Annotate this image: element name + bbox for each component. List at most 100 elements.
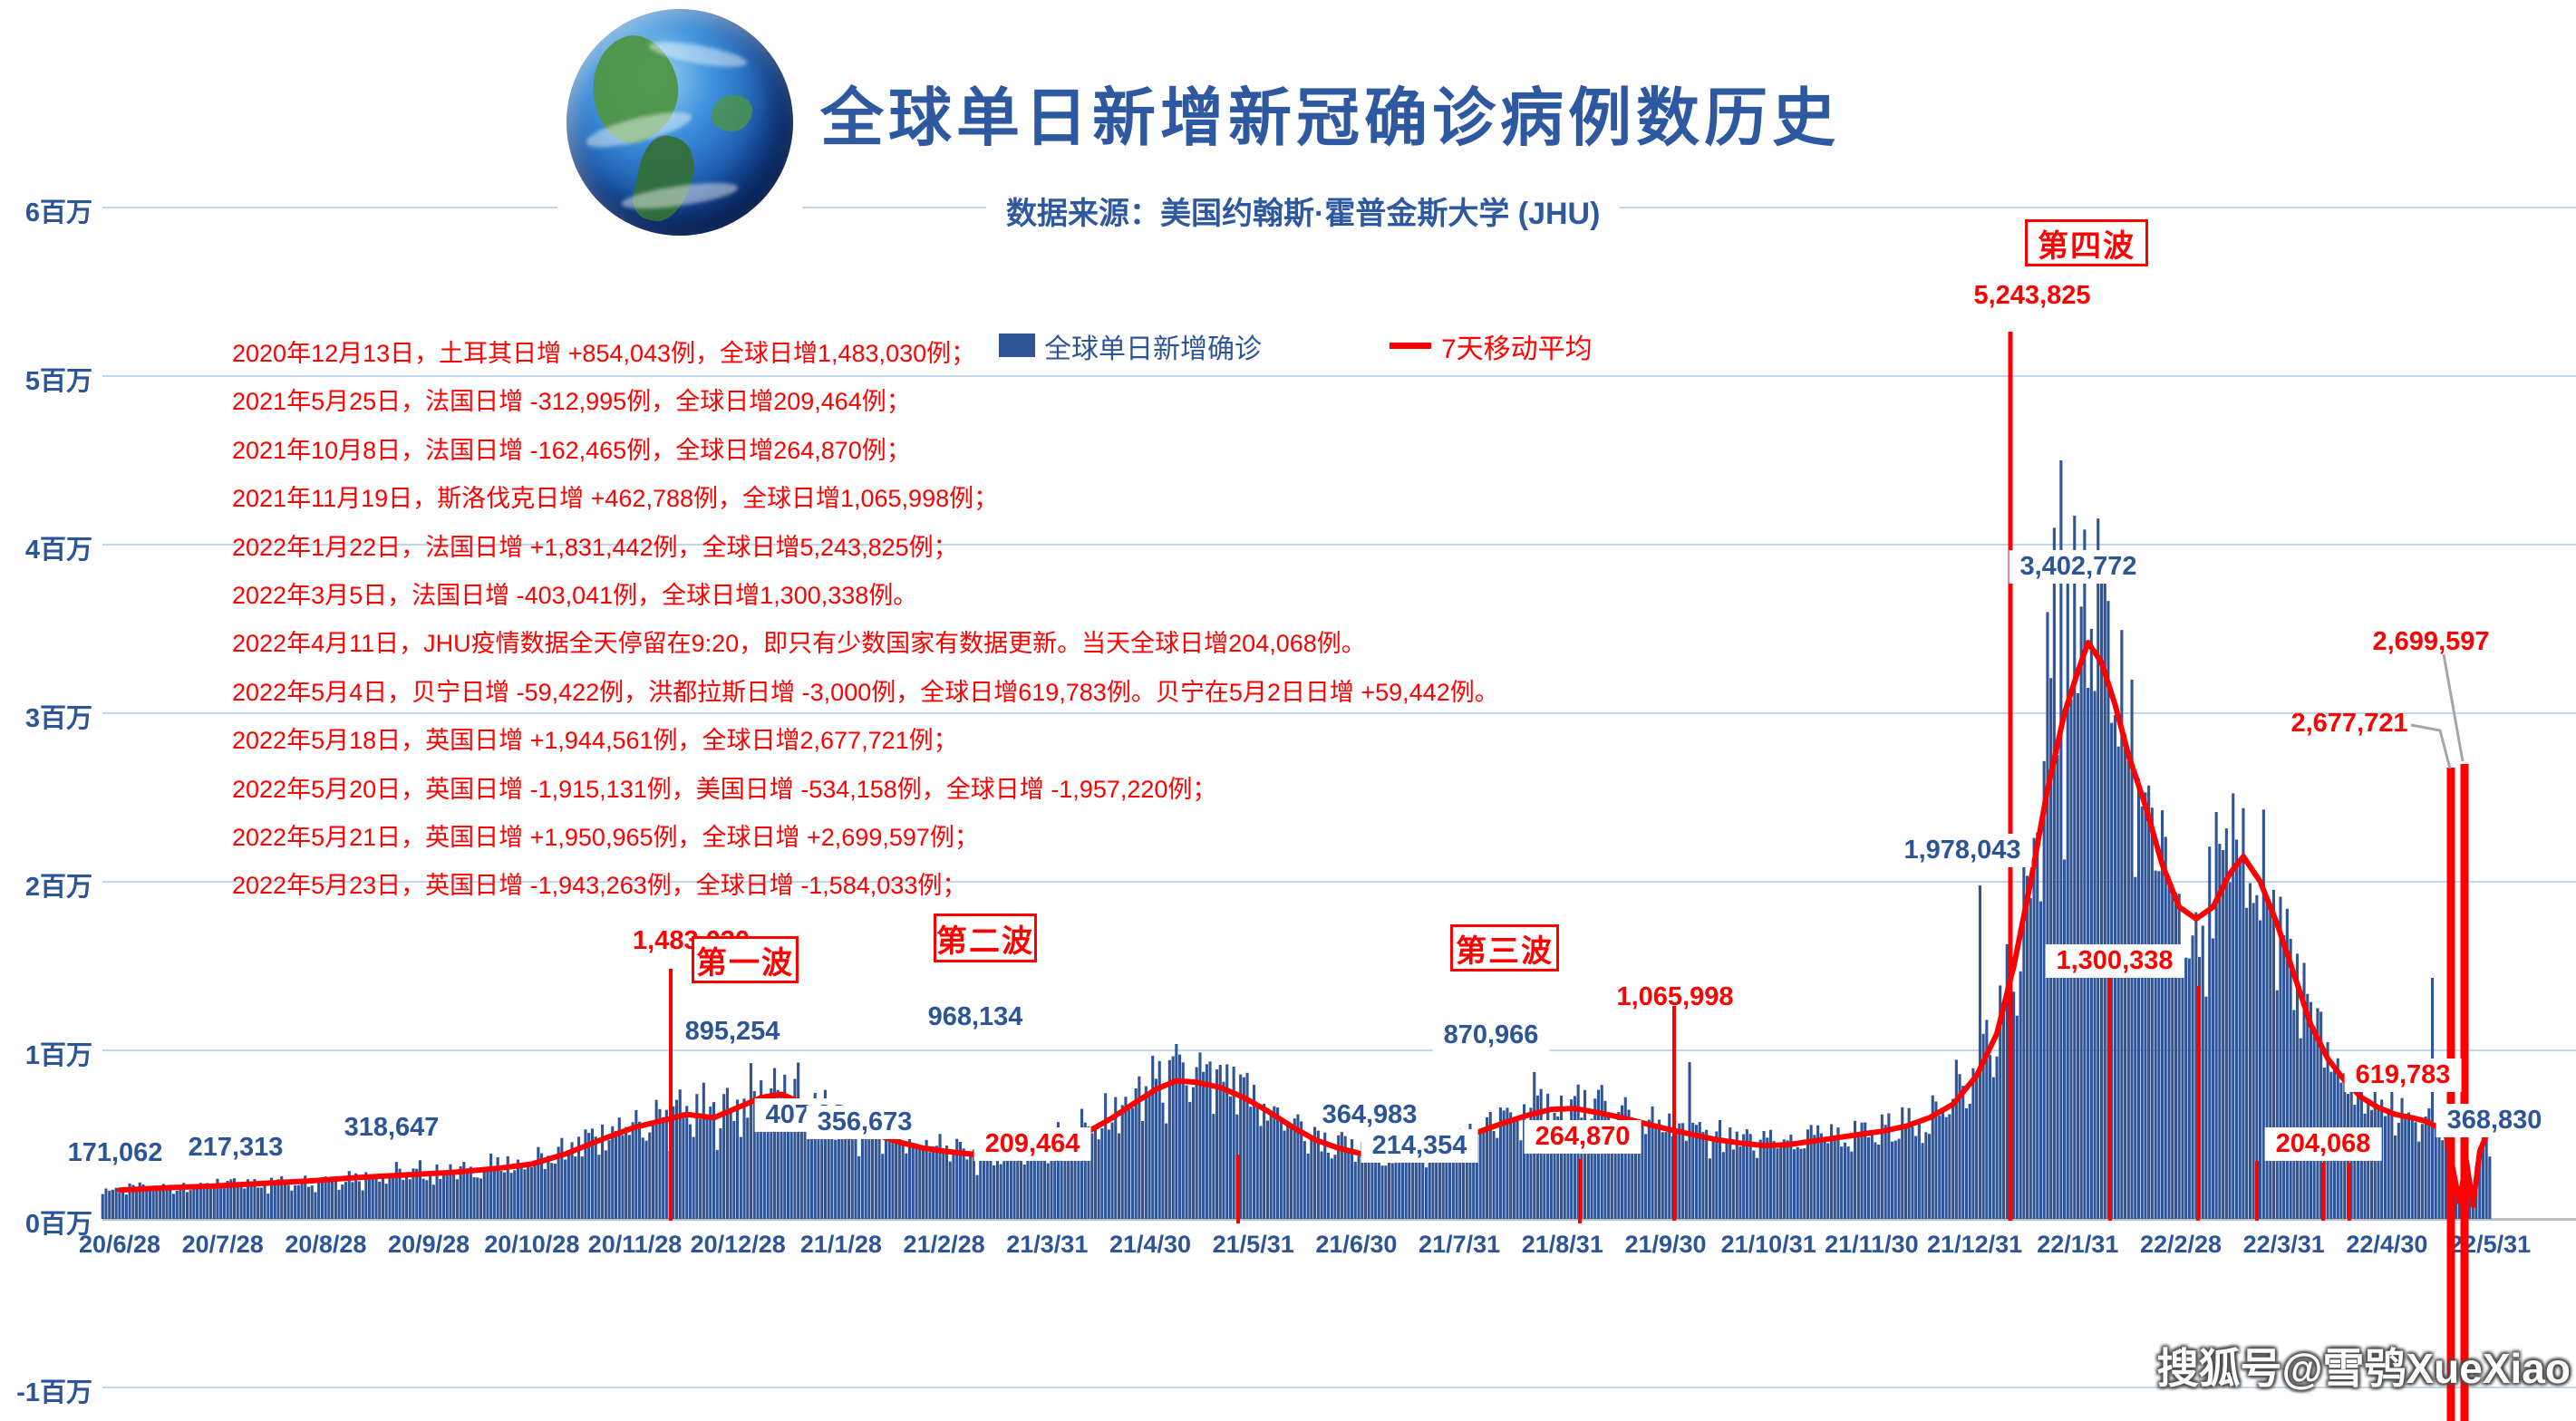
x-tick-label: 21/3/31 (1006, 1231, 1089, 1258)
red-spike (2008, 332, 2013, 1221)
wave-label-box: 第三波 (1450, 924, 1559, 972)
x-tick-label: 21/10/31 (1720, 1231, 1816, 1258)
x-tick-label: 20/11/28 (587, 1231, 683, 1258)
x-tick-label: 21/1/28 (799, 1231, 882, 1258)
value-label: 217,313 (188, 1133, 284, 1162)
x-tick-label: 21/2/28 (903, 1231, 985, 1258)
value-label: 1,300,338 (2045, 944, 2184, 979)
red-spike (2348, 1163, 2351, 1221)
value-label: 171,062 (67, 1138, 163, 1167)
annotation-line: 2022年5月21日，英国日增 +1,950,965例，全球日增 +2,699,… (232, 824, 979, 851)
x-tick-label: 21/7/31 (1419, 1231, 1501, 1258)
x-tick-label: 22/1/31 (2037, 1231, 2119, 1258)
y-tick-label: 6百万 (24, 198, 92, 227)
earth-globe-icon-sphere (567, 9, 793, 236)
value-label: 214,354 (1361, 1129, 1478, 1164)
y-tick-label: 4百万 (24, 536, 92, 565)
value-label: 2,699,597 (2372, 627, 2490, 656)
annotation-line: 2021年11月19日，斯洛伐克日增 +462,788例，全球日增1,065,9… (232, 485, 999, 513)
leader-line (2442, 653, 2465, 762)
value-label: 356,673 (806, 1106, 924, 1140)
x-tick-label: 21/8/31 (1521, 1231, 1603, 1258)
x-tick-label: 22/4/30 (2346, 1231, 2428, 1258)
red-spike (1578, 1159, 1582, 1223)
earth-globe-icon (557, 4, 802, 241)
wave-label-box: 第一波 (692, 936, 799, 983)
x-tick-label: 20/8/28 (285, 1231, 367, 1258)
value-label: 3,402,772 (2009, 550, 2148, 585)
annotation-line: 2022年5月4日，贝宁日增 -59,422例，洪都拉斯日增 -3,000例，全… (232, 678, 1499, 706)
x-tick-label: 21/6/30 (1315, 1231, 1398, 1258)
x-tick-label: 22/2/28 (2139, 1231, 2223, 1258)
continent-shape (628, 130, 701, 227)
legend-bar-swatch (999, 334, 1035, 357)
x-tick-label: 21/4/30 (1109, 1231, 1192, 1258)
x-tick-label: 21/5/31 (1212, 1231, 1294, 1258)
grid-line (102, 544, 2576, 546)
annotation-line: 2020年12月13日，土耳其日增 +854,043例，全球日增1,483,03… (232, 340, 976, 367)
annotation-line: 2021年10月8日，法国日增 -162,465例，全球日增264,870例； (232, 436, 911, 464)
value-label: 619,783 (2344, 1058, 2462, 1093)
annotation-line: 2021年5月25日，法国日增 -312,995例，全球日增209,464例； (232, 388, 911, 416)
grid-line (102, 1218, 2576, 1221)
value-label: 318,647 (344, 1113, 440, 1142)
anomaly-red-spikes (669, 332, 2469, 1421)
red-spike (1672, 1006, 1676, 1221)
page-title: 全球单日新增新冠确诊病例数历史 (820, 67, 1840, 159)
x-tick-label: 20/9/28 (388, 1231, 470, 1258)
annotation-line: 2022年3月5日，法国日增 -403,041例，全球日增1,300,338例。 (232, 582, 918, 609)
value-label: 1,978,043 (1893, 834, 2032, 868)
y-tick-label: 0百万 (24, 1210, 92, 1239)
value-label: 5,243,825 (1973, 281, 2091, 310)
red-spike (2446, 768, 2455, 1421)
grid-line (102, 881, 2576, 883)
grid-line (102, 712, 2576, 714)
value-label: 368,830 (2436, 1104, 2553, 1138)
y-tick-label: -1百万 (16, 1378, 92, 1407)
leader-line (2410, 723, 2452, 769)
annotation-line: 2022年4月11日，JHU疫情数据全天停留在9:20，即只有少数国家有数据更新… (232, 630, 1366, 658)
annotation-line: 2022年5月20日，英国日增 -1,915,131例，美国日增 -534,15… (232, 775, 1217, 803)
value-label: 2,677,721 (2290, 709, 2408, 738)
annotation-line: 2022年5月23日，英国日增 -1,943,263例，全球日增 -1,584,… (232, 872, 967, 900)
red-spike (2108, 970, 2112, 1221)
red-spike (2460, 764, 2469, 1421)
red-spike (2321, 1163, 2325, 1221)
legend-line-swatch (1390, 343, 1431, 349)
value-label: 1,065,998 (1616, 982, 1734, 1011)
x-tick-label: 21/11/30 (1825, 1231, 1919, 1258)
legend-bar-label: 全球单日新增确诊 (1044, 334, 1262, 364)
red-spike (2255, 1161, 2259, 1221)
y-tick-label: 1百万 (24, 1041, 92, 1070)
y-tick-label: 3百万 (24, 704, 92, 733)
y-tick-label: 2百万 (24, 873, 92, 902)
grid-line (102, 375, 2576, 377)
annotation-line: 2022年5月18日，英国日增 +1,944,561例，全球日增2,677,72… (232, 727, 958, 755)
value-label: 204,068 (2264, 1127, 2382, 1162)
continent-shape (712, 95, 752, 131)
x-tick-label: 20/10/28 (484, 1231, 580, 1258)
watermark: 搜狐号@雪鸮XueXiao (2156, 1345, 2571, 1392)
value-label: 209,464 (973, 1127, 1091, 1162)
7day-moving-average-line (117, 639, 2493, 1209)
data-source-subtitle: 数据来源：美国约翰斯·霍普金斯大学 (JHU) (986, 188, 1621, 233)
x-tick-label: 20/6/28 (78, 1231, 161, 1258)
wave-label-box: 第四波 (2025, 219, 2148, 266)
annotation-line: 2022年1月22日，法国日增 +1,831,442例，全球日增5,243,82… (232, 533, 958, 561)
x-tick-label: 21/9/30 (1624, 1231, 1707, 1258)
x-tick-label: 20/12/28 (690, 1231, 786, 1258)
legend-line-label: 7天移动平均 (1441, 334, 1593, 364)
grid-line (102, 1049, 2576, 1051)
red-spike (1236, 1155, 1240, 1223)
grid-line (102, 1387, 2576, 1388)
red-spike (2196, 986, 2200, 1221)
value-label: 895,254 (673, 1015, 791, 1049)
red-spike (669, 969, 673, 1221)
wave-label-box: 第二波 (934, 914, 1037, 962)
x-tick-label: 22/3/31 (2242, 1231, 2325, 1258)
value-label: 968,134 (927, 1002, 1023, 1031)
label-leader-lines (2410, 653, 2465, 769)
value-label: 264,870 (1524, 1120, 1641, 1155)
x-tick-label: 20/7/28 (181, 1231, 264, 1258)
